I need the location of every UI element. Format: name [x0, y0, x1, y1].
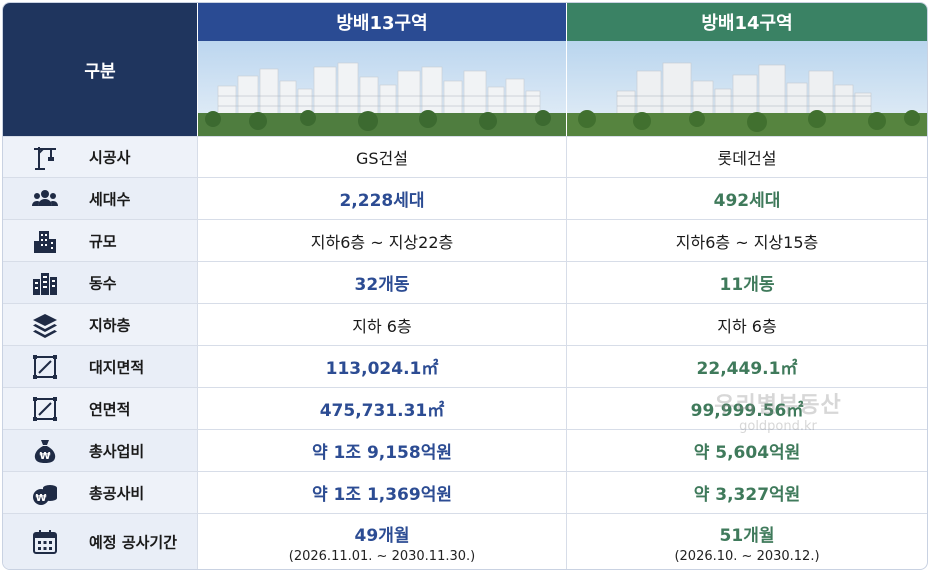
- row-label-cell: 대지면적: [3, 346, 198, 387]
- value-text: 49개월: [354, 525, 410, 546]
- row-value-col1: 지하6층 ~ 지상22층: [198, 220, 567, 261]
- row-label-cell: ₩ 총사업비: [3, 430, 198, 471]
- value-text: 롯데건설: [717, 149, 777, 168]
- value-text: 지하 6층: [717, 316, 777, 336]
- table-row: ₩ 총공사비 약 1조 1,369억원 약 3,327억원: [3, 471, 927, 513]
- row-label: 규모: [89, 232, 117, 250]
- row-value-col1: 약 1조 1,369억원: [198, 472, 567, 513]
- svg-text:₩: ₩: [39, 451, 50, 462]
- value-text: GS건설: [356, 149, 408, 168]
- value-text: 22,449.1㎡: [696, 359, 798, 379]
- apartment-photo-1: [198, 41, 566, 136]
- row-label-cell: 연면적: [3, 388, 198, 429]
- row-value-col2: 약 5,604억원: [567, 430, 927, 471]
- header-title-2: 방배14구역: [567, 3, 927, 41]
- table-row: 예정 공사기간 49개월 (2026.11.01. ~ 2030.11.30.)…: [3, 513, 927, 569]
- row-label: 동수: [89, 274, 117, 292]
- value-subtext: (2026.10. ~ 2030.12.): [674, 548, 820, 564]
- value-text: 약 5,604억원: [693, 443, 801, 463]
- value-text: 113,024.1㎡: [325, 359, 439, 379]
- value-text: 475,731.31㎡: [319, 401, 445, 421]
- row-label: 대지면적: [89, 358, 145, 376]
- value-text: 2,228세대: [339, 191, 425, 211]
- value-text: 약 3,327억원: [693, 485, 801, 505]
- coins-icon: ₩: [33, 484, 57, 505]
- row-value-col1: GS건설: [198, 137, 567, 177]
- value-text: 지하 6층: [352, 316, 412, 336]
- building-icon: [34, 230, 56, 253]
- value-text: 99,999.56㎡: [690, 401, 804, 421]
- row-value-col2: 롯데건설: [567, 137, 927, 177]
- row-value-col1: 475,731.31㎡: [198, 388, 567, 429]
- row-label-cell: ₩ 총공사비: [3, 472, 198, 513]
- row-value-col2: 지하6층 ~ 지상15층: [567, 220, 927, 261]
- value-text: 약 1조 9,158억원: [312, 443, 452, 463]
- value-text: 51개월: [719, 525, 775, 546]
- row-value-col2: 11개동: [567, 262, 927, 303]
- value-text: 492세대: [713, 191, 781, 211]
- table-row: 지하층 지하 6층 지하 6층: [3, 303, 927, 345]
- row-value-col2: 51개월 (2026.10. ~ 2030.12.): [567, 514, 927, 569]
- buildings-icon: [33, 272, 57, 295]
- row-value-col2: 492세대: [567, 178, 927, 219]
- svg-text:₩: ₩: [35, 493, 46, 504]
- area-icon: [33, 396, 57, 421]
- header-col-bangbae14: 방배14구역: [567, 3, 927, 136]
- row-value-col2: 22,449.1㎡: [567, 346, 927, 387]
- value-text: 지하6층 ~ 지상22층: [310, 232, 454, 252]
- value-text: 32개동: [354, 275, 410, 295]
- row-label-cell: 지하층: [3, 304, 198, 345]
- row-value-col2: 99,999.56㎡: [567, 388, 927, 429]
- row-label: 총사업비: [89, 442, 145, 460]
- row-label: 시공사: [89, 148, 131, 167]
- header-title-1: 방배13구역: [198, 3, 566, 41]
- row-value-col1: 49개월 (2026.11.01. ~ 2030.11.30.): [198, 514, 567, 569]
- table-row: 시공사 GS건설 롯데건설: [3, 136, 927, 177]
- row-label-cell: 세대수: [3, 178, 198, 219]
- table-row: 규모 지하6층 ~ 지상22층 지하6층 ~ 지상15층: [3, 219, 927, 261]
- row-value-col1: 32개동: [198, 262, 567, 303]
- table-row: 동수 32개동 11개동: [3, 261, 927, 303]
- row-label-cell: 동수: [3, 262, 198, 303]
- row-label: 총공사비: [89, 484, 145, 502]
- header-label: 구분: [3, 3, 197, 136]
- calendar-icon: [33, 530, 57, 554]
- layers-icon: [33, 313, 57, 338]
- table-row: 세대수 2,228세대 492세대: [3, 177, 927, 219]
- people-icon: [32, 189, 58, 206]
- crane-icon: [34, 147, 56, 170]
- row-label-cell: 시공사: [3, 137, 198, 177]
- row-label: 세대수: [89, 190, 131, 208]
- row-label: 예정 공사기간: [89, 533, 178, 552]
- money-bag-icon: ₩: [34, 439, 56, 463]
- value-text: 지하6층 ~ 지상15층: [675, 232, 819, 252]
- row-value-col2: 지하 6층: [567, 304, 927, 345]
- table-row: 연면적 475,731.31㎡ 99,999.56㎡: [3, 387, 927, 429]
- apartment-photo-2: [567, 41, 927, 136]
- row-value-col1: 약 1조 9,158억원: [198, 430, 567, 471]
- value-text: 약 1조 1,369억원: [312, 485, 452, 505]
- header-col-bangbae13: 방배13구역: [198, 3, 566, 136]
- row-label-cell: 규모: [3, 220, 198, 261]
- row-value-col1: 113,024.1㎡: [198, 346, 567, 387]
- value-subtext: (2026.11.01. ~ 2030.11.30.): [288, 548, 476, 564]
- row-label: 연면적: [89, 400, 131, 418]
- row-label-cell: 예정 공사기간: [3, 514, 198, 569]
- table-row: 대지면적 113,024.1㎡ 22,449.1㎡: [3, 345, 927, 387]
- value-text: 11개동: [719, 275, 775, 295]
- area-icon: [33, 354, 57, 379]
- row-value-col2: 약 3,327억원: [567, 472, 927, 513]
- row-value-col1: 2,228세대: [198, 178, 567, 219]
- table-row: ₩ 총사업비 약 1조 9,158억원 약 5,604억원: [3, 429, 927, 471]
- row-label: 지하층: [89, 316, 131, 334]
- row-value-col1: 지하 6층: [198, 304, 567, 345]
